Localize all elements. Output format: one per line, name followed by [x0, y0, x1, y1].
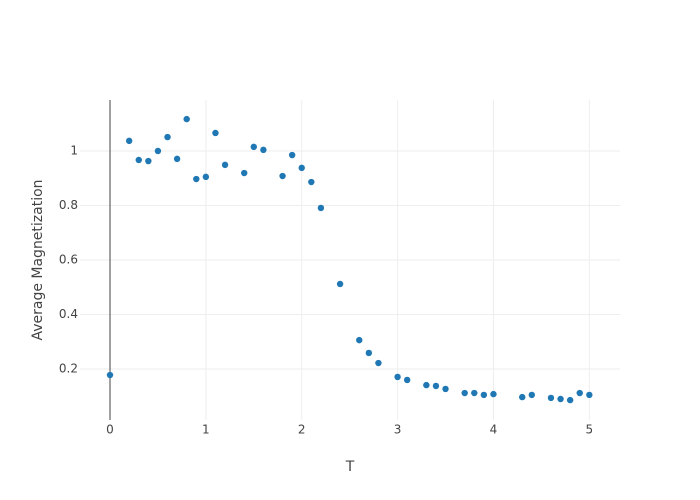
point — [432, 382, 440, 390]
point — [298, 164, 305, 172]
point — [125, 137, 133, 145]
x-tick-label: 0 — [106, 423, 114, 437]
y-axis-title: Average Magnetization — [30, 179, 46, 340]
point — [423, 381, 430, 389]
point — [490, 390, 497, 398]
point — [442, 385, 449, 393]
y-tick-label: 0.6 — [59, 253, 78, 267]
point — [106, 371, 114, 379]
point — [154, 147, 162, 155]
point — [212, 129, 219, 137]
point — [145, 157, 152, 165]
y-tick-label: 0.2 — [59, 362, 78, 376]
point — [566, 396, 574, 404]
point — [135, 156, 142, 164]
y-tick-label: 0.4 — [59, 307, 78, 321]
point — [519, 393, 526, 401]
point — [221, 161, 229, 169]
point — [279, 172, 286, 180]
x-tick-label: 3 — [394, 423, 402, 437]
point — [250, 143, 258, 151]
point — [375, 359, 382, 367]
x-tick-label: 1 — [202, 423, 210, 437]
point — [336, 280, 344, 288]
point — [586, 391, 593, 399]
x-tick-label: 5 — [586, 423, 594, 437]
x-tick-label: 2 — [298, 423, 306, 437]
y-tick-label: 1 — [70, 143, 78, 157]
point — [471, 389, 478, 397]
point — [202, 173, 210, 181]
point — [528, 391, 536, 399]
x-axis-title: T — [345, 459, 355, 475]
point — [480, 391, 488, 399]
point — [394, 373, 401, 381]
point — [356, 336, 363, 344]
point — [308, 178, 315, 186]
point — [365, 349, 373, 357]
point — [461, 389, 468, 397]
point — [173, 155, 181, 163]
point — [288, 151, 296, 159]
point — [576, 389, 583, 397]
point — [317, 204, 325, 212]
x-tick-label: 4 — [490, 423, 498, 437]
point — [183, 115, 190, 123]
point — [547, 394, 555, 402]
point — [403, 376, 411, 384]
y-tick-label: 0.8 — [59, 198, 78, 212]
point — [164, 133, 171, 141]
point — [193, 175, 200, 183]
point — [260, 146, 267, 154]
point — [557, 395, 564, 403]
point — [241, 169, 248, 177]
